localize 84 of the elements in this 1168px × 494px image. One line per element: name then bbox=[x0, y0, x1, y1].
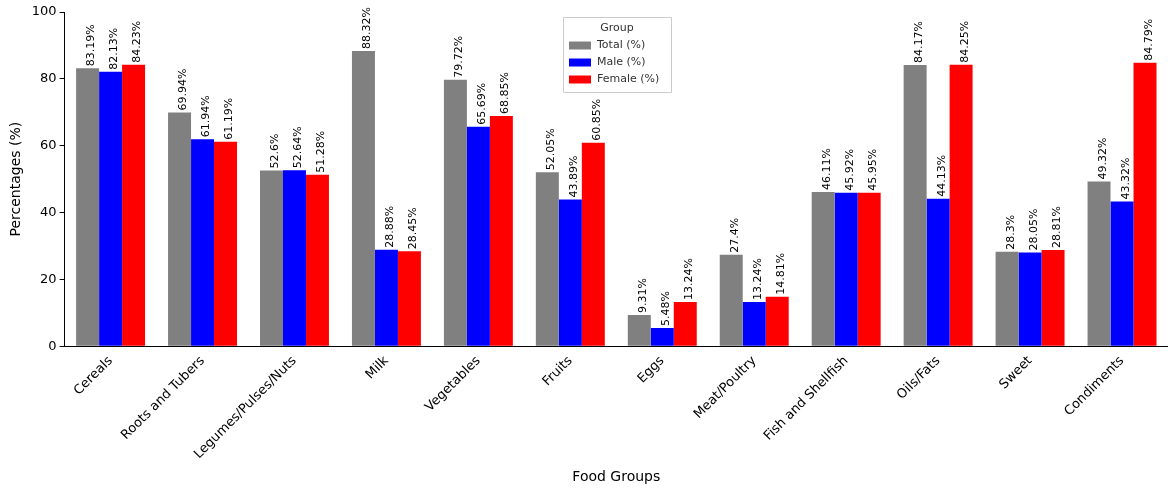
data-label: 51.28% bbox=[314, 130, 328, 173]
data-label: 49.32% bbox=[1095, 137, 1109, 180]
data-label: 43.89% bbox=[567, 155, 581, 198]
data-label: 84.23% bbox=[130, 20, 144, 63]
x-axis-title: Food Groups bbox=[572, 468, 661, 485]
data-label: 28.81% bbox=[1049, 205, 1063, 248]
data-label: 13.24% bbox=[751, 258, 765, 300]
bar bbox=[811, 192, 835, 346]
y-tick-label: 20 bbox=[40, 270, 57, 286]
bar bbox=[535, 172, 559, 346]
bar bbox=[99, 71, 123, 346]
bar bbox=[351, 51, 375, 346]
bar bbox=[466, 126, 490, 346]
data-label: 27.4% bbox=[728, 217, 742, 253]
data-label: 84.17% bbox=[912, 20, 925, 63]
y-tick-label: 100 bbox=[31, 3, 57, 19]
data-label: 52.05% bbox=[544, 128, 558, 171]
bar bbox=[558, 199, 582, 346]
data-label: 28.88% bbox=[383, 205, 397, 248]
bar bbox=[742, 301, 766, 346]
data-label: 84.79% bbox=[1141, 18, 1155, 61]
data-label: 52.64% bbox=[291, 126, 305, 169]
data-label: 88.32% bbox=[360, 7, 374, 50]
bar bbox=[282, 170, 306, 346]
y-tick-label: 60 bbox=[40, 137, 57, 153]
data-label: 65.69% bbox=[475, 82, 489, 125]
data-label: 43.32% bbox=[1118, 157, 1132, 200]
bar bbox=[122, 64, 146, 346]
data-label: 9.31% bbox=[636, 278, 650, 314]
bar bbox=[1018, 252, 1042, 346]
legend-label: Female (%) bbox=[597, 72, 660, 86]
data-label: 60.85% bbox=[590, 98, 604, 141]
data-label: 61.19% bbox=[222, 97, 236, 140]
bar bbox=[260, 170, 283, 346]
data-label: 28.3% bbox=[1003, 214, 1017, 250]
bar bbox=[489, 116, 513, 346]
bar bbox=[834, 192, 858, 346]
data-label: 52.6% bbox=[268, 133, 282, 169]
bar bbox=[1087, 181, 1111, 346]
data-label: 28.45% bbox=[406, 207, 420, 250]
bar bbox=[719, 254, 743, 346]
data-label: 5.48% bbox=[659, 290, 673, 326]
bar bbox=[673, 301, 697, 346]
bar bbox=[765, 296, 789, 346]
data-label: 14.81% bbox=[774, 252, 788, 295]
data-label: 84.25% bbox=[957, 20, 971, 63]
bar bbox=[397, 251, 421, 346]
bar bbox=[581, 142, 605, 346]
legend-title: Group bbox=[600, 20, 634, 34]
bar bbox=[305, 174, 329, 346]
bar bbox=[214, 141, 238, 346]
bar bbox=[627, 315, 651, 346]
legend-label: Male (%) bbox=[597, 55, 646, 69]
bar bbox=[443, 79, 467, 346]
bar bbox=[168, 112, 192, 346]
bar bbox=[374, 249, 398, 346]
bar bbox=[857, 192, 881, 346]
data-label: 82.13% bbox=[107, 27, 121, 70]
bar bbox=[926, 198, 950, 346]
legend-label: Total (%) bbox=[596, 38, 646, 52]
bar bbox=[995, 251, 1019, 346]
y-axis-title: Percentages (%) bbox=[7, 121, 24, 237]
data-label: 45.92% bbox=[843, 148, 857, 191]
bar bbox=[1110, 201, 1134, 346]
bar bbox=[903, 64, 927, 346]
bar bbox=[1133, 62, 1157, 346]
data-label: 61.94% bbox=[199, 95, 213, 138]
data-label: 68.85% bbox=[498, 72, 512, 115]
data-label: 13.24% bbox=[682, 258, 696, 300]
data-label: 44.13% bbox=[934, 154, 948, 197]
bar bbox=[191, 139, 215, 346]
data-label: 69.94% bbox=[176, 68, 190, 111]
data-label: 28.05% bbox=[1026, 208, 1040, 251]
bar bbox=[76, 68, 100, 346]
bar bbox=[650, 327, 674, 346]
y-tick-label: 0 bbox=[48, 337, 57, 353]
bar bbox=[1041, 249, 1065, 346]
data-label: 46.11% bbox=[820, 148, 834, 191]
data-label: 79.72% bbox=[452, 35, 466, 78]
data-label: 45.95% bbox=[866, 148, 880, 191]
y-tick-label: 80 bbox=[40, 70, 57, 86]
data-label: 83.19% bbox=[84, 24, 98, 67]
bar bbox=[949, 64, 973, 346]
y-tick-label: 40 bbox=[40, 203, 57, 219]
